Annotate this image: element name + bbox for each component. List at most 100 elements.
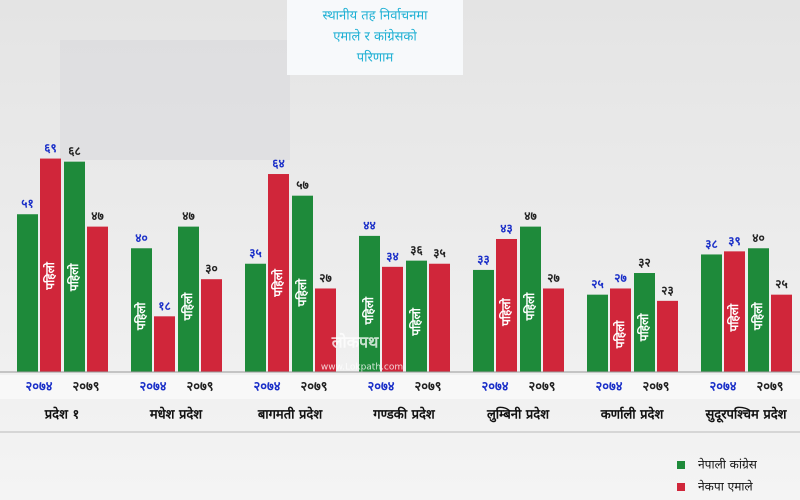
bar: [64, 161, 85, 372]
bar: [520, 226, 541, 372]
bar: [87, 226, 108, 372]
first-badge: पहिलो: [362, 296, 376, 325]
year-label: २०७४: [253, 380, 280, 395]
bar: [17, 214, 38, 372]
year-label: २०७९: [186, 380, 213, 395]
bar: [245, 263, 266, 372]
value-label: ४७: [182, 209, 195, 223]
value-label: ३८: [705, 237, 717, 251]
year-label: २०७४: [25, 380, 52, 395]
province-label: कर्णाली प्रदेश: [600, 407, 665, 423]
year-label: २०७४: [595, 380, 622, 395]
value-label: ३५: [249, 246, 261, 260]
value-label: ५१: [21, 197, 33, 211]
title-line: स्थानीय तह निर्वाचनमा: [323, 8, 429, 24]
bar: [748, 248, 769, 372]
bar: [724, 251, 745, 372]
year-label: २०७९: [414, 380, 441, 395]
value-label: ६८: [68, 144, 80, 158]
bar: [771, 294, 792, 372]
first-badge: पहिलो: [751, 302, 765, 331]
bar: [359, 235, 380, 372]
value-label: २७: [319, 271, 332, 285]
ballot-box: [60, 40, 290, 160]
year-label: २०७९: [756, 380, 783, 395]
province-label: सुदूरपश्चिम प्रदेश: [705, 407, 788, 424]
province-label: गण्डकी प्रदेश: [372, 407, 436, 423]
title-box: [287, 0, 463, 75]
value-label: ६४: [272, 157, 284, 171]
year-strip: [0, 375, 800, 399]
value-label: २५: [775, 277, 787, 291]
value-label: ३३: [477, 252, 489, 266]
title-line: एमाले र कांग्रेसको: [333, 29, 417, 45]
bar: [131, 248, 152, 372]
first-badge: पहिलो: [181, 292, 195, 321]
bar: [382, 266, 403, 372]
value-label: ४७: [91, 209, 104, 223]
watermark: लोकपथ: [331, 333, 379, 352]
watermark-url: www.Lokpath.com: [321, 363, 403, 373]
value-label: १८: [158, 299, 170, 313]
year-label: २०७४: [709, 380, 736, 395]
bar: [657, 300, 678, 372]
value-label: ५७: [296, 178, 309, 192]
first-badge: पहिलो: [613, 320, 627, 349]
value-label: ३२: [638, 256, 650, 270]
bar: [634, 273, 655, 372]
first-badge: पहिलो: [271, 268, 285, 297]
bar: [406, 260, 427, 372]
legend-label: नेकपा एमाले: [698, 480, 754, 494]
first-badge: पहिलो: [409, 307, 423, 336]
bar: [543, 288, 564, 372]
value-label: ३९: [728, 234, 740, 248]
bar: [154, 316, 175, 372]
value-label: २५: [591, 277, 603, 291]
value-label: ४३: [500, 221, 512, 235]
first-badge: पहिलो: [523, 292, 537, 321]
value-label: ३५: [433, 246, 445, 260]
value-label: ६९: [44, 141, 56, 155]
value-label: ४०: [752, 231, 764, 245]
province-label: मधेश प्रदेश: [149, 407, 203, 423]
value-label: २७: [547, 271, 560, 285]
bar: [178, 226, 199, 372]
value-label: ४०: [135, 231, 147, 245]
province-label: बागमती प्रदेश: [257, 407, 323, 423]
bar: [496, 238, 517, 372]
first-badge: पहिलो: [727, 303, 741, 332]
legend-swatch: [677, 483, 685, 491]
value-label: ३४: [386, 249, 398, 263]
value-label: ३६: [410, 243, 423, 257]
bar: [315, 288, 336, 372]
value-label: ३०: [205, 262, 217, 276]
value-label: ४४: [363, 218, 375, 232]
value-label: २३: [661, 283, 673, 297]
bar: [201, 279, 222, 372]
year-label: २०७९: [72, 380, 99, 395]
bar: [268, 174, 289, 372]
year-label: २०७४: [481, 380, 508, 395]
first-badge: पहिलो: [499, 297, 513, 326]
province-label: लुम्बिनी प्रदेश: [486, 407, 550, 423]
first-badge: पहिलो: [295, 278, 309, 307]
value-label: २७: [614, 271, 627, 285]
first-badge: पहिलो: [43, 261, 57, 290]
bar: [429, 263, 450, 372]
bar: [473, 269, 494, 372]
title-line: परिणाम: [357, 50, 394, 66]
first-badge: पहिलो: [134, 302, 148, 331]
bar: [292, 195, 313, 372]
legend-swatch: [677, 461, 685, 469]
first-badge: पहिलो: [637, 313, 651, 342]
year-label: २०७४: [367, 380, 394, 395]
year-label: २०७९: [300, 380, 327, 395]
bar: [587, 294, 608, 372]
year-label: २०७४: [139, 380, 166, 395]
province-label: प्रदेश १: [44, 407, 79, 423]
bar: [40, 158, 61, 372]
value-label: ४७: [524, 209, 537, 223]
year-label: २०७९: [528, 380, 555, 395]
legend-label: नेपाली कांग्रेस: [698, 458, 758, 472]
